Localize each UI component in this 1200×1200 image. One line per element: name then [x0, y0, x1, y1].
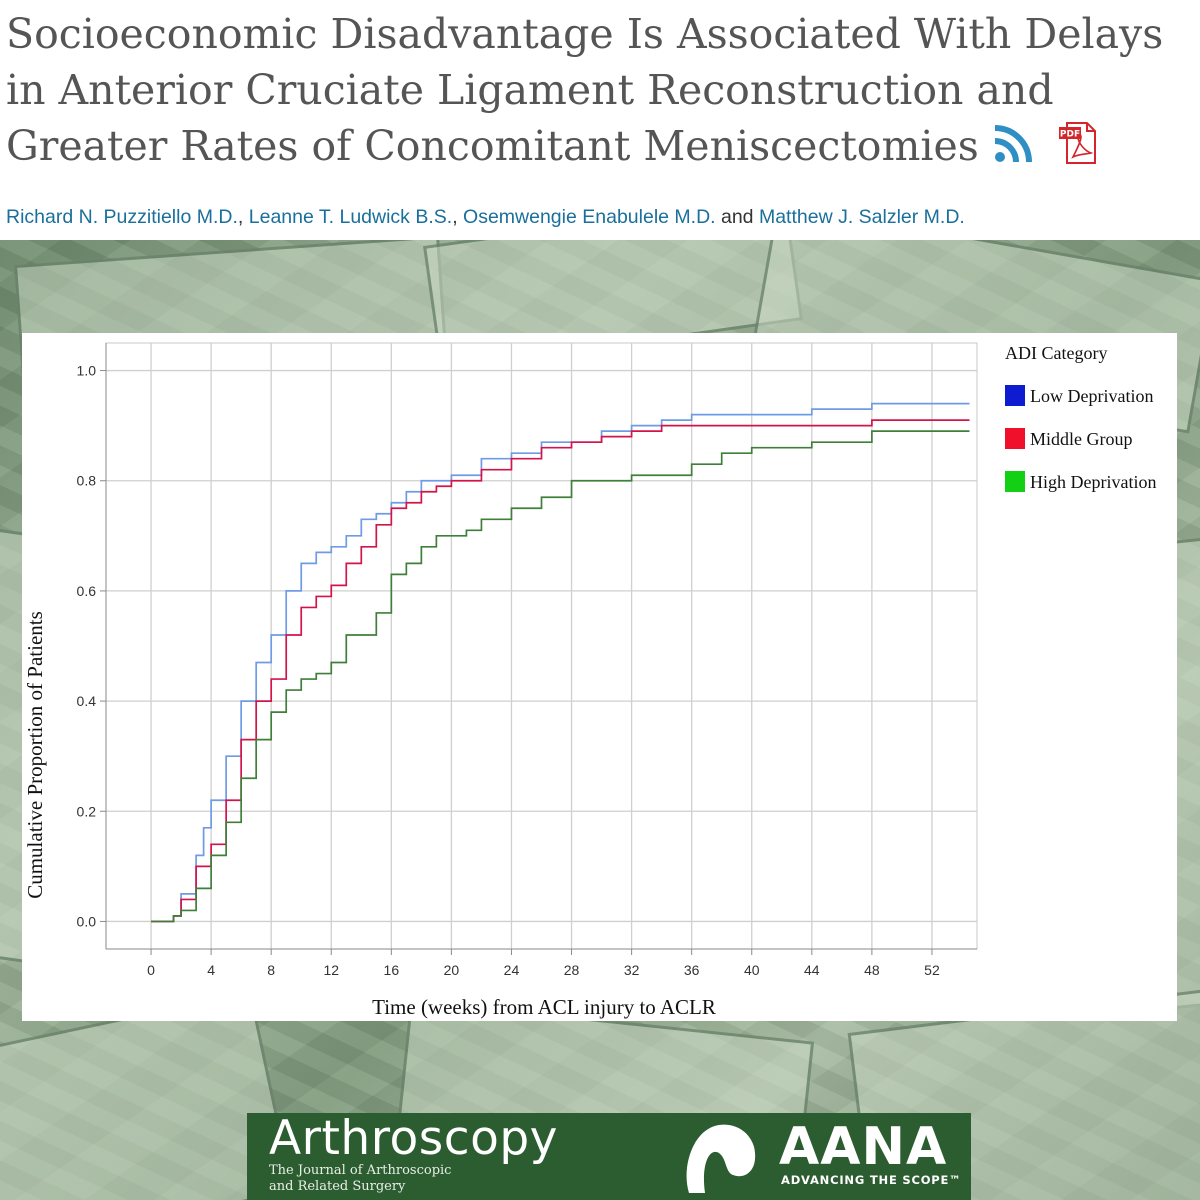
author-link[interactable]: Matthew J. Salzler M.D. — [758, 206, 965, 228]
author-list: Richard N. Puzzitiello M.D., Leanne T. L… — [6, 206, 1200, 229]
x-axis-label: Time (weeks) from ACL injury to ACLR — [372, 995, 716, 1019]
axis-layer: 0 4 8 12 16 20 24 28 32 36 40 44 48 520.00.20.40.60.8… — [77, 343, 977, 978]
series-line-middle-group — [151, 419, 970, 923]
legend-entry: High Deprivation — [1030, 472, 1156, 492]
y-axis-label: Cumulative Proportion of Patients — [23, 611, 47, 899]
article-title: Socioeconomic Disadvantage Is Associated… — [6, 6, 1196, 179]
author-link[interactable]: Richard N. Puzzitiello M.D. — [6, 206, 238, 228]
x-tick-label: 36 — [684, 962, 700, 978]
survival-chart: 0 4 8 12 16 20 24 28 32 36 40 44 48 520.00.20.40.60.8… — [23, 342, 1156, 1019]
y-tick-label: 0.2 — [77, 803, 97, 819]
series-line-high-deprivation — [151, 430, 970, 923]
x-tick-label: 12 — [323, 962, 339, 978]
legend-title: ADI Category — [1005, 343, 1107, 363]
legend-swatch — [1005, 385, 1025, 406]
author-separator: , — [452, 206, 464, 228]
x-tick-label: 8 — [267, 962, 275, 978]
rss-feed-icon[interactable] — [993, 122, 1039, 178]
chart-card: 0 4 8 12 16 20 24 28 32 36 40 44 48 52 0.0 0.2 0.4 0.6 0.8… — [22, 333, 1177, 1021]
x-tick-label: 20 — [444, 962, 460, 978]
article-title-text: Socioeconomic Disadvantage Is Associated… — [6, 10, 1164, 170]
x-tick-label: 48 — [864, 962, 880, 978]
journal-footer: Arthroscopy The Journal of Arthroscopic … — [247, 1111, 971, 1200]
pdf-icon[interactable]: PDF — [1058, 121, 1099, 179]
x-tick-label: 44 — [804, 962, 820, 978]
legend-swatch — [1005, 471, 1025, 492]
y-tick-label: 0.8 — [77, 473, 97, 489]
x-tick-label: 28 — [564, 962, 580, 978]
aana-logo-icon — [686, 1124, 756, 1193]
legend-swatch — [1005, 428, 1025, 449]
org-name: AANA — [779, 1117, 948, 1177]
legend-entry: Middle Group — [1030, 429, 1133, 449]
author-separator: and — [715, 206, 759, 228]
plot-area — [105, 342, 978, 950]
y-tick-label: 0.0 — [77, 913, 97, 929]
y-tick-label: 0.4 — [77, 693, 97, 709]
pdf-icon-label: PDF — [1060, 129, 1080, 139]
legend-entry: Low Deprivation — [1030, 386, 1153, 406]
x-tick-label: 0 — [147, 962, 155, 978]
journal-subtitle-line: The Journal of Arthroscopic — [269, 1163, 452, 1178]
y-tick-label: 0.6 — [77, 583, 97, 599]
x-tick-label: 24 — [504, 962, 520, 978]
series-layer — [151, 402, 970, 923]
x-tick-label: 40 — [744, 962, 760, 978]
journal-name: Arthroscopy — [269, 1111, 558, 1166]
x-tick-label: 4 — [207, 962, 215, 978]
x-tick-label: 52 — [924, 962, 940, 978]
org-tagline: ADVANCING THE SCOPE™ — [781, 1173, 962, 1187]
author-link[interactable]: Osemwengie Enabulele M.D. — [463, 206, 716, 228]
y-tick-label: 1.0 — [77, 363, 97, 379]
journal-subtitle: The Journal of Arthroscopic and Related … — [269, 1163, 529, 1195]
author-separator: , — [237, 206, 249, 228]
journal-subtitle-line: and Related Surgery — [269, 1179, 406, 1194]
x-tick-label: 32 — [624, 962, 640, 978]
legend: ADI Category Low Deprivation Middle Group… — [1005, 343, 1156, 492]
grid-layer — [105, 342, 978, 950]
author-link[interactable]: Leanne T. Ludwick B.S. — [248, 206, 453, 228]
x-tick-label: 16 — [384, 962, 400, 978]
